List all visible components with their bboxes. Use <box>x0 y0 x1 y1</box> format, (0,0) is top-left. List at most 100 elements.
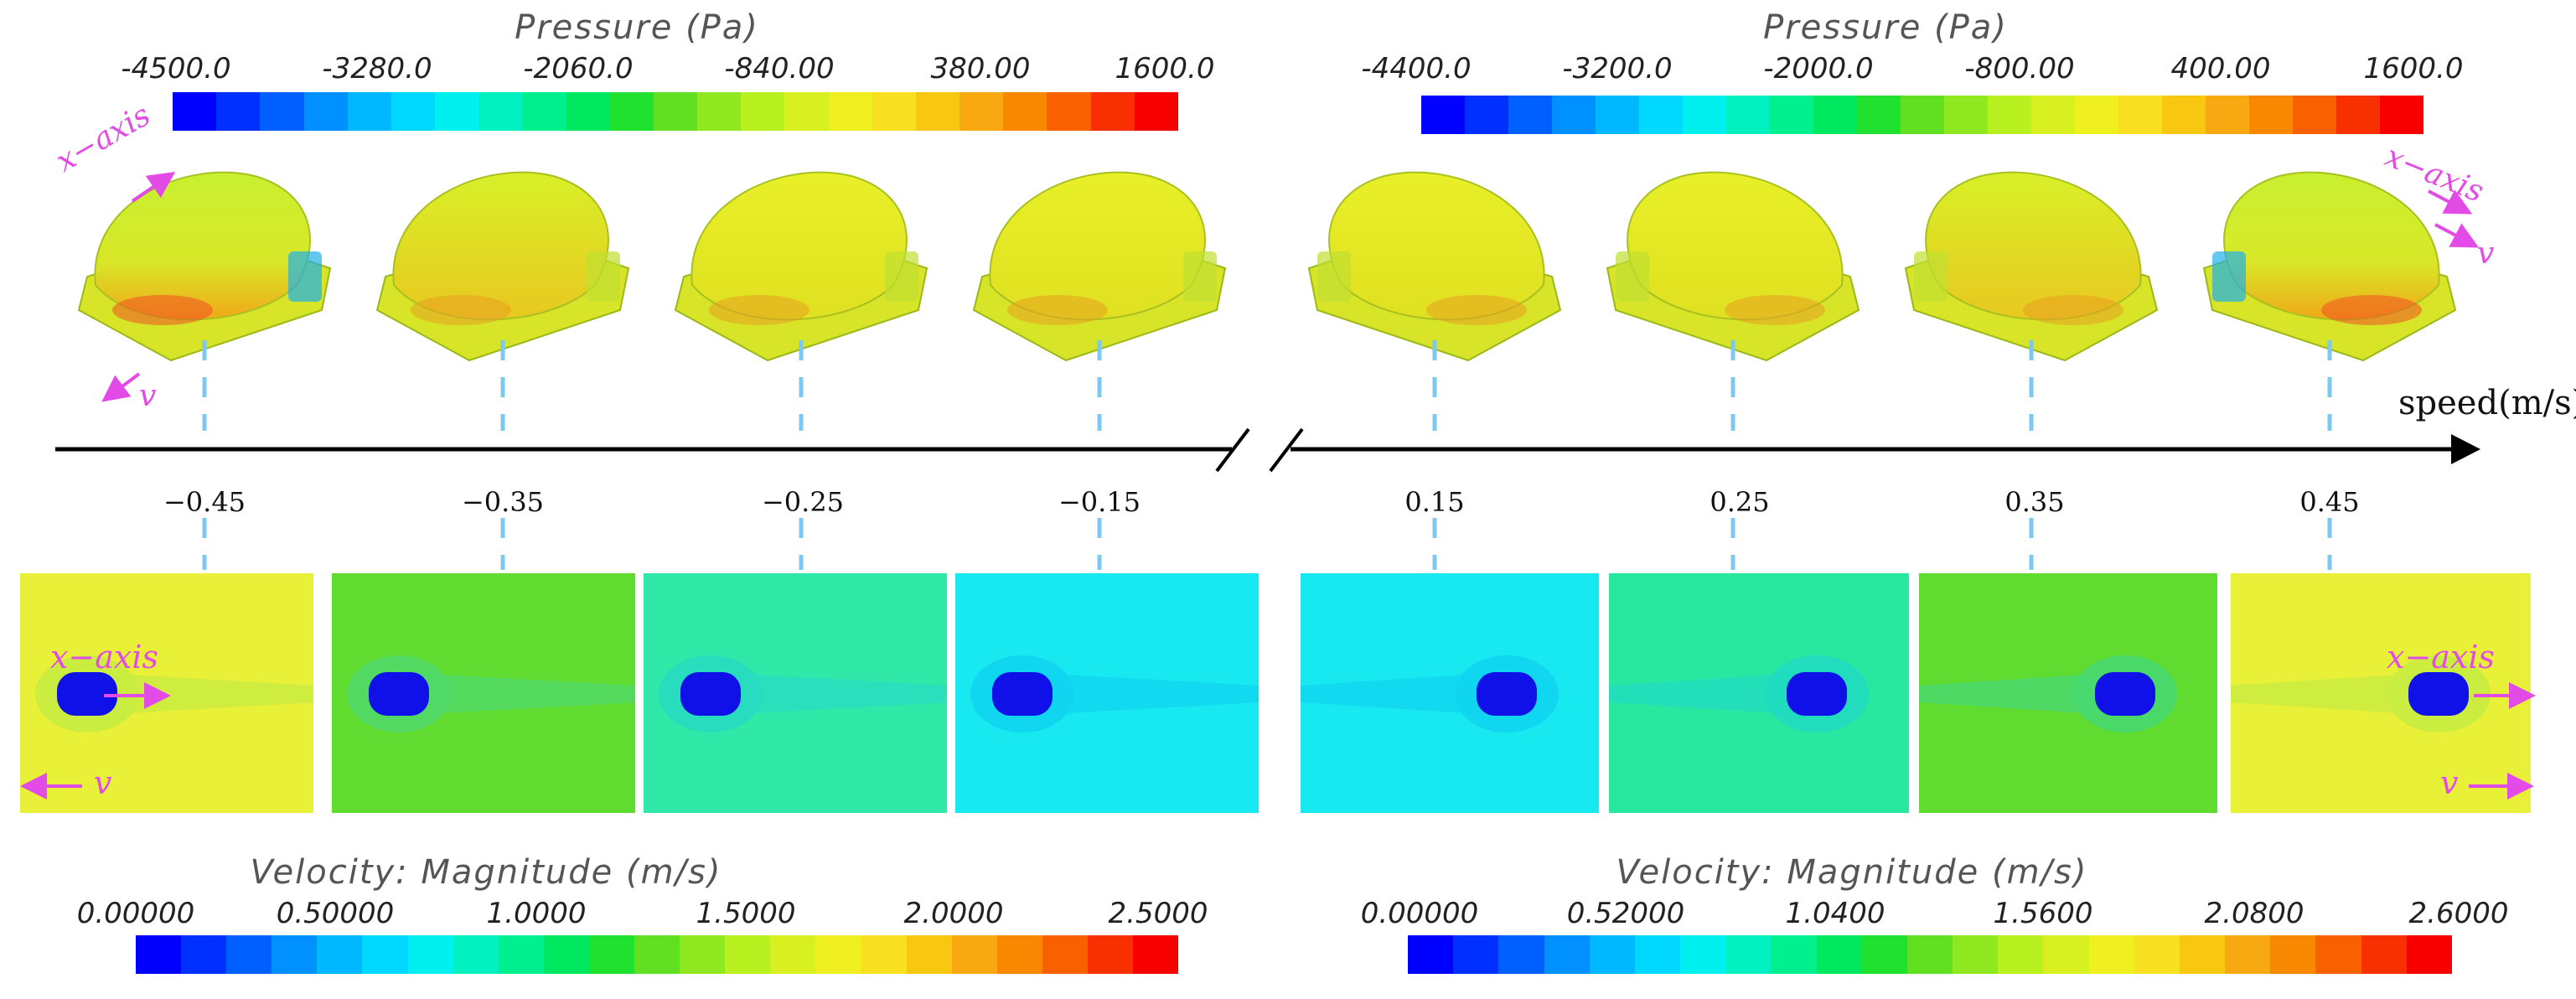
colorbar-cell <box>653 92 698 131</box>
colorbar-cell <box>828 92 872 131</box>
vehicle-body <box>1328 171 1545 321</box>
colorbar-cell <box>1134 92 1178 131</box>
colorbar-cell <box>1047 92 1091 131</box>
colorbar-cell <box>915 92 960 131</box>
x-axis-label-panel-right: x−axis <box>2387 639 2496 675</box>
panel-vehicle-section <box>2408 672 2469 716</box>
colorbar-cell <box>1857 96 1901 134</box>
colorbar-cell <box>1901 96 1944 134</box>
vehicle <box>1904 171 2159 362</box>
panel-vehicle-section <box>680 672 741 716</box>
x-axis-arrow-top-right <box>2428 189 2473 215</box>
velocity-title-left: Velocity: Magnitude (m/s) <box>250 853 722 892</box>
colorbar-cell <box>634 935 680 974</box>
vehicle-pressure-spot <box>2321 295 2422 325</box>
vehicle-side-tab <box>2212 251 2246 302</box>
vehicle-side-tab <box>885 251 918 302</box>
colorbar-cell <box>2336 96 2380 134</box>
colorbar-cell <box>1944 96 1988 134</box>
vehicle-side-tab <box>1183 251 1217 302</box>
colorbar-cell <box>566 92 610 131</box>
colorbar-cell <box>1639 96 1683 134</box>
colorbar-cell <box>303 92 348 131</box>
panel-wake <box>1022 672 1259 716</box>
vehicle <box>972 171 1227 362</box>
x-axis-label-panel-left: x−axis <box>50 639 159 675</box>
velocity-panel <box>1301 573 1599 813</box>
vehicle-side-tab <box>1616 251 1649 302</box>
velocity-tick-right: 0.00000 <box>1360 897 1479 930</box>
colorbar-cell <box>1589 935 1635 974</box>
colorbar-cell <box>1133 935 1179 974</box>
velocity-panel <box>1609 573 1909 813</box>
colorbar-cell <box>317 935 363 974</box>
panel-vehicle-section <box>992 672 1053 716</box>
v-arrow-top-left <box>101 372 141 402</box>
velocity-panels <box>20 573 2531 813</box>
speed-axis-arrowhead <box>2451 434 2480 464</box>
colorbar-cell <box>906 935 952 974</box>
colorbar-cell <box>2031 96 2075 134</box>
velocity-tick-right: 1.0400 <box>1785 897 1885 930</box>
velocity-tick-right: 0.52000 <box>1566 897 1685 930</box>
x-axis-arrow-top-left <box>131 171 176 203</box>
colorbar-cell <box>770 935 816 974</box>
colorbar-cell <box>1090 92 1135 131</box>
colorbar-cell <box>2225 935 2271 974</box>
speed-tick-label: −0.45 <box>163 486 246 518</box>
colorbar-cell <box>725 935 771 974</box>
colorbar-cell <box>588 935 635 974</box>
velocity-panel <box>2231 573 2531 813</box>
panel-wake <box>711 672 947 716</box>
speed-guides <box>202 340 2332 570</box>
panel-wake <box>1609 672 1817 716</box>
vehicle <box>1307 171 1562 362</box>
velocity-tick-left: 2.5000 <box>1108 897 1208 930</box>
colorbar-cell <box>2134 935 2180 974</box>
colorbar-cell <box>996 935 1042 974</box>
colorbar-cell <box>741 92 785 131</box>
vehicle <box>2202 171 2457 362</box>
colorbar-cell <box>1813 96 1857 134</box>
colorbar-cell <box>260 92 304 131</box>
colorbar-cell <box>1453 935 1499 974</box>
colorbar-cell <box>407 935 453 974</box>
pressure-tick-right: 400.00 <box>2170 52 2271 85</box>
pressure-colorbar-right <box>1421 96 2423 134</box>
vehicle <box>77 171 332 362</box>
panel-wake <box>399 672 635 716</box>
colorbar-cell <box>136 935 182 974</box>
colorbar-cell <box>1861 935 1907 974</box>
panel-wake <box>2231 672 2439 716</box>
axis-break-mark <box>1215 427 1250 473</box>
vehicle-pressure-spot <box>709 295 810 325</box>
vehicle-body <box>1925 171 2142 321</box>
pressure-tick-left: -840.00 <box>724 52 835 85</box>
colorbar-cell <box>1042 935 1088 974</box>
vehicle-pressure-spot <box>112 295 213 325</box>
speed-tick-label: 0.15 <box>1404 486 1465 518</box>
vehicle-body <box>1627 171 1844 321</box>
speed-tick-label: 0.35 <box>2004 486 2065 518</box>
vehicle-side-tab <box>587 251 620 302</box>
colorbar-cell <box>1003 92 1047 131</box>
colorbar-cell <box>951 935 997 974</box>
vehicle-pressure-spot <box>1725 295 1825 325</box>
colorbar-cell <box>1465 96 1508 134</box>
pressure-tick-right: -4400.0 <box>1361 52 1472 85</box>
colorbar-cell <box>272 935 318 974</box>
colorbar-cell <box>181 935 227 974</box>
colorbar-cell <box>1087 935 1134 974</box>
pressure-tick-left: -4500.0 <box>121 52 231 85</box>
colorbar-cell <box>2206 96 2249 134</box>
velocity-tick-right: 1.5600 <box>1993 897 2093 930</box>
vehicle-body <box>392 171 609 321</box>
colorbar-cell <box>697 92 742 131</box>
v-label-panel-left: v <box>94 764 112 801</box>
colorbar-cell <box>435 92 479 131</box>
colorbar-cell <box>362 935 408 974</box>
colorbar-cell <box>173 92 217 131</box>
colorbar-cell <box>609 92 654 131</box>
colorbar-cell <box>478 92 523 131</box>
